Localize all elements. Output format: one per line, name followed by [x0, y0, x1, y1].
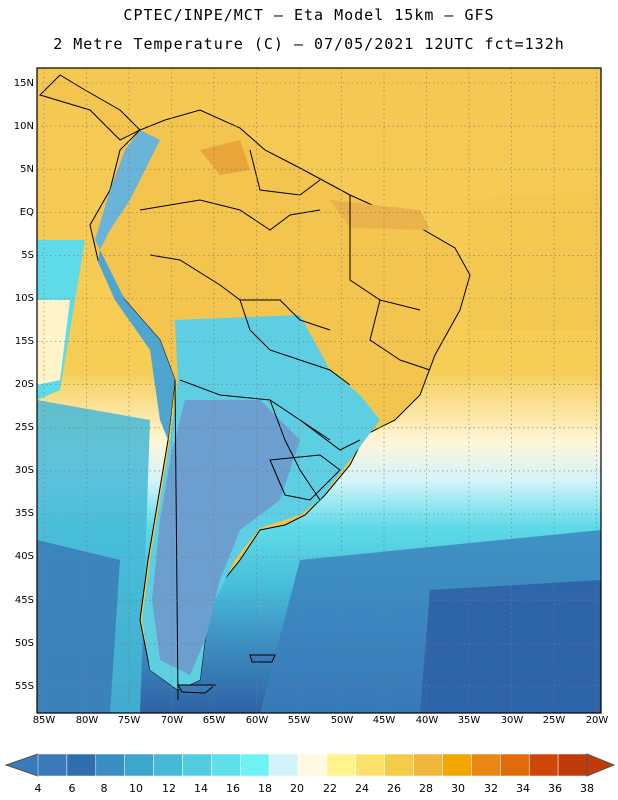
lon-label: 35W	[457, 715, 481, 726]
colorbar-label: 4	[34, 782, 42, 795]
pacific-cold	[37, 540, 120, 713]
map-frame	[36, 67, 602, 714]
colorbar-swatch	[66, 753, 97, 777]
colorbar-label: 14	[194, 782, 208, 795]
lon-label: 75W	[117, 715, 141, 726]
lon-label: 50W	[330, 715, 354, 726]
falkland-islands	[249, 654, 276, 663]
colorbar-swatch	[326, 753, 357, 777]
lat-label: 25S	[14, 422, 34, 433]
lat-label: 15N	[13, 78, 34, 89]
colorbar-label: 32	[484, 782, 498, 795]
colorbar-swatch	[240, 753, 270, 777]
central-america	[39, 74, 141, 141]
colorbar-swatch	[182, 753, 212, 777]
atlantic-warm	[470, 190, 601, 330]
lat-label: 5S	[21, 250, 34, 261]
colorbar	[4, 753, 616, 777]
title-line-2: 2 Metre Temperature (C) – 07/05/2021 12U…	[53, 35, 565, 53]
colorbar-label: 26	[387, 782, 401, 795]
lon-label: 55W	[287, 715, 311, 726]
map-field	[37, 68, 601, 713]
colorbar-right-arrow	[586, 753, 616, 777]
tierra-del-fuego	[177, 684, 217, 694]
colorbar-swatch	[95, 753, 125, 777]
lon-label: 80W	[75, 715, 99, 726]
colorbar-swatch	[471, 753, 501, 777]
colorbar-label: 12	[162, 782, 176, 795]
colorbar-label: 30	[451, 782, 465, 795]
colorbar-swatch	[268, 753, 299, 777]
title-line-1: CPTEC/INPE/MCT – Eta Model 15km – GFS	[123, 6, 495, 24]
colorbar-left-arrow	[4, 753, 39, 777]
lon-label: 60W	[245, 715, 269, 726]
lat-label: 10N	[13, 121, 34, 132]
colorbar-swatch	[442, 753, 472, 777]
lat-label: 5N	[20, 164, 34, 175]
colorbar-swatch	[500, 753, 530, 777]
lon-label: 70W	[160, 715, 184, 726]
colorbar-label: 24	[355, 782, 369, 795]
andes-patagonia-cold	[152, 400, 300, 675]
lat-label: 20S	[14, 379, 34, 390]
colorbar-label: 36	[548, 782, 562, 795]
colorbar-swatch	[124, 753, 154, 777]
lat-label: 45S	[14, 595, 34, 606]
colorbar-label: 34	[516, 782, 530, 795]
colorbar-label: 6	[68, 782, 76, 795]
colorbar-label: 18	[258, 782, 272, 795]
lat-label: 40S	[14, 551, 34, 562]
northern-andes	[95, 130, 160, 250]
atlantic-coldest	[420, 580, 601, 713]
lon-label: 85W	[32, 715, 56, 726]
lat-label: 15S	[14, 336, 34, 347]
lat-label: 30S	[14, 465, 34, 476]
colorbar-label: 20	[290, 782, 304, 795]
amazon-mouth-warm	[330, 200, 430, 230]
colorbar-swatch	[528, 753, 559, 777]
lon-label: 45W	[372, 715, 396, 726]
lat-label: 50S	[14, 638, 34, 649]
colorbar-swatch	[413, 753, 443, 777]
lon-label: 25W	[542, 715, 566, 726]
colorbar-label: 16	[226, 782, 240, 795]
colorbar-swatch	[355, 753, 385, 777]
country-borders	[139, 149, 431, 701]
lat-label: 10S	[14, 293, 34, 304]
lon-label: 65W	[202, 715, 226, 726]
colorbar-label: 10	[129, 782, 143, 795]
lon-label: 30W	[500, 715, 524, 726]
pacific-pale-patch	[37, 300, 70, 385]
colorbar-label: 28	[419, 782, 433, 795]
lon-label: 20W	[585, 715, 609, 726]
colorbar-swatch	[297, 753, 328, 777]
lat-label: 35S	[14, 508, 34, 519]
colorbar-label: 22	[323, 782, 337, 795]
colorbar-swatch	[557, 753, 588, 777]
lat-label: 55S	[14, 681, 34, 692]
lat-label: EQ	[19, 207, 34, 218]
venezuela-hot-spot	[200, 140, 250, 175]
colorbar-swatch	[37, 753, 68, 777]
lon-label: 40W	[415, 715, 439, 726]
colorbar-swatch	[384, 753, 414, 777]
colorbar-label: 8	[100, 782, 108, 795]
colorbar-label: 38	[580, 782, 594, 795]
central-andes	[98, 250, 175, 440]
colorbar-swatch	[211, 753, 241, 777]
colorbar-swatch	[153, 753, 183, 777]
